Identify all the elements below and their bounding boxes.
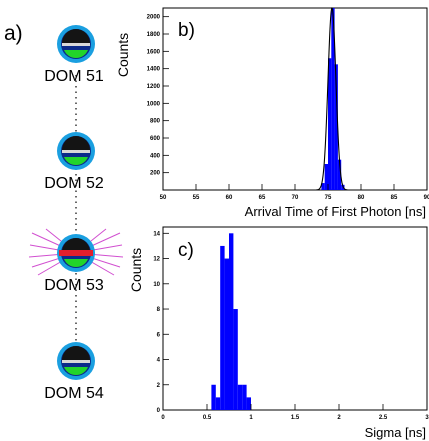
y-tick-label: 200 bbox=[150, 171, 161, 177]
histogram-bar bbox=[331, 8, 335, 190]
dom-label: DOM 51 bbox=[44, 68, 104, 85]
x-tick-label: 70 bbox=[292, 195, 299, 201]
dom-2: DOM 52 bbox=[44, 132, 104, 192]
dom-base bbox=[64, 367, 88, 376]
y-tick-label: 800 bbox=[150, 119, 161, 125]
histogram-bar bbox=[224, 258, 229, 410]
y-tick-label: 6 bbox=[157, 332, 161, 338]
dom-hit-band bbox=[59, 250, 93, 256]
x-tick-label: 80 bbox=[358, 195, 365, 201]
x-tick-label: 60 bbox=[226, 195, 233, 201]
histogram-bar bbox=[341, 184, 345, 190]
y-tick-label: 2 bbox=[157, 383, 161, 389]
y-tick-label: 1400 bbox=[147, 67, 161, 73]
y-tick-label: 2000 bbox=[147, 15, 161, 21]
histogram-bar bbox=[215, 397, 221, 410]
panel-c-label: c) bbox=[178, 240, 194, 261]
fit-curve bbox=[316, 7, 348, 191]
dom-harness bbox=[62, 43, 90, 46]
x-tick-label: 55 bbox=[193, 195, 200, 201]
panel-b-xlabel: Arrival Time of First Photon [ns] bbox=[245, 204, 426, 219]
panel-b-frame bbox=[162, 7, 428, 191]
y-tick-label: 10 bbox=[153, 282, 160, 288]
x-tick-label: 1 bbox=[249, 415, 253, 421]
panel-b-ylabel: Counts bbox=[115, 33, 131, 77]
dom-label: DOM 52 bbox=[44, 175, 104, 192]
x-tick-label: 2 bbox=[337, 415, 341, 421]
panel-a: a) DOM 51 DOM 52 DOM 53 DOM 54 bbox=[4, 22, 124, 402]
y-tick-label: 1800 bbox=[147, 32, 161, 38]
histogram-bar bbox=[324, 164, 328, 190]
x-tick-label: 0.5 bbox=[203, 415, 212, 421]
dom-harness bbox=[62, 150, 90, 153]
y-tick-label: 8 bbox=[157, 307, 161, 313]
histogram-bar bbox=[237, 384, 243, 410]
x-tick-label: 1.5 bbox=[291, 415, 300, 421]
dom-base bbox=[64, 259, 88, 268]
dom-4: DOM 54 bbox=[44, 342, 104, 402]
x-tick-label: 75 bbox=[325, 195, 332, 201]
x-tick-label: 50 bbox=[160, 195, 167, 201]
dom-pmt bbox=[62, 29, 90, 43]
y-tick-label: 400 bbox=[150, 153, 161, 159]
panel-b: b) Counts Arrival Time of First Photon [… bbox=[115, 7, 429, 219]
dom-label: DOM 53 bbox=[44, 277, 104, 294]
histogram-bar bbox=[321, 183, 325, 190]
x-tick-label: 0 bbox=[161, 415, 165, 421]
dom-1: DOM 51 bbox=[44, 25, 104, 85]
x-tick-label: 3 bbox=[425, 415, 429, 421]
dom-3: DOM 53 bbox=[28, 228, 124, 294]
panel-b-label: b) bbox=[178, 20, 195, 41]
panel-c-xlabel: Sigma [ns] bbox=[365, 425, 426, 440]
x-tick-label: 65 bbox=[259, 195, 266, 201]
histogram-bar bbox=[242, 384, 247, 410]
x-tick-label: 2.5 bbox=[379, 415, 388, 421]
histogram-bar bbox=[246, 397, 251, 410]
histogram-bar bbox=[328, 58, 332, 191]
histogram-bar bbox=[233, 309, 238, 410]
histogram-bar bbox=[334, 64, 338, 190]
dom-pmt bbox=[62, 346, 90, 360]
dom-base bbox=[64, 50, 88, 58]
panel-c-frame bbox=[162, 226, 428, 411]
y-tick-label: 14 bbox=[153, 231, 160, 237]
panel-a-label: a) bbox=[4, 22, 23, 45]
dom-harness bbox=[62, 360, 90, 363]
panel-c-ylabel: Counts bbox=[128, 248, 144, 292]
y-tick-label: 1600 bbox=[147, 49, 161, 55]
y-tick-label: 1000 bbox=[147, 101, 161, 107]
histogram-bar bbox=[337, 159, 342, 190]
panel-c: c) Counts Sigma [ns] 0 0.5 1 1.5 2 2.5 3 0 2 4 6 8 1… bbox=[128, 226, 429, 440]
histogram-bar bbox=[220, 245, 225, 410]
y-tick-label: 0 bbox=[157, 408, 161, 414]
y-tick-label: 600 bbox=[150, 136, 161, 142]
x-tick-label: 90 bbox=[424, 195, 429, 201]
y-tick-label: 4 bbox=[157, 358, 161, 364]
x-tick-label: 85 bbox=[391, 195, 398, 201]
y-tick-label: 12 bbox=[153, 257, 160, 263]
dom-label: DOM 54 bbox=[44, 385, 104, 402]
y-tick-label: 1200 bbox=[147, 84, 161, 90]
dom-pmt bbox=[62, 136, 90, 150]
dom-base bbox=[64, 157, 88, 166]
dom-pmt bbox=[62, 238, 90, 252]
histogram-bar bbox=[229, 233, 234, 410]
histogram-bar bbox=[211, 384, 216, 410]
